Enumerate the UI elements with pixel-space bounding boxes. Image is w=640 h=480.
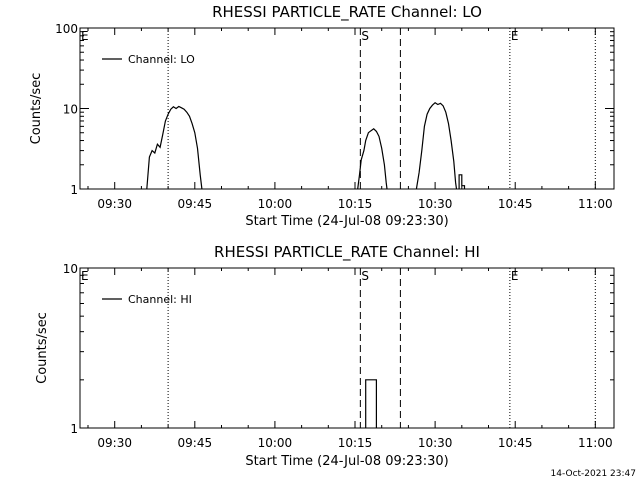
x-tick-label: 10:45 [498,197,533,211]
y-axis-label: Counts/sec [35,312,50,384]
marker-label: E [511,29,519,43]
x-axis-label: Start Time (24-Jul-08 09:23:30) [245,214,448,229]
x-tick-label: 09:45 [178,197,213,211]
x-tick-label: 10:45 [498,436,533,450]
x-tick-label: 11:00 [578,436,613,450]
x-tick-label: 10:15 [338,436,373,450]
y-tick-label: 1 [70,422,78,436]
marker-label: S [361,29,369,43]
chart-title: RHESSI PARTICLE_RATE Channel: LO [212,3,482,22]
x-tick-label: 10:30 [418,197,453,211]
marker-label: E [81,269,89,283]
marker-label: E [81,29,89,43]
series-line [415,101,458,190]
y-tick-label: 10 [63,103,78,117]
series-line [458,174,466,189]
panel-lo: RHESSI PARTICLE_RATE Channel: LO Start Ti… [29,3,615,229]
legend-label: Channel: HI [128,293,192,306]
series-line [365,379,377,428]
x-tick-label: 10:15 [338,197,373,211]
plot-frame [79,267,615,429]
x-tick-label: 09:45 [178,436,213,450]
series-line [357,128,388,190]
panel-hi: RHESSI PARTICLE_RATE Channel: HI Start Ti… [35,243,615,469]
footer-timestamp: 14-Oct-2021 23:47 [551,469,636,479]
legend-label: Channel: LO [128,53,195,66]
y-tick-label: 10 [63,262,78,276]
y-tick-label: 1 [70,183,78,197]
x-tick-label: 10:00 [258,436,293,450]
x-tick-label: 10:30 [418,436,453,450]
x-tick-label: 10:00 [258,197,293,211]
marker-label: E [511,269,519,283]
x-tick-label: 09:30 [97,197,132,211]
y-axis-label: Counts/sec [29,73,44,145]
series-line [146,105,203,190]
x-tick-label: 11:00 [578,197,613,211]
y-tick-label: 100 [55,22,78,36]
marker-label: S [361,269,369,283]
chart-title: RHESSI PARTICLE_RATE Channel: HI [214,243,480,262]
x-tick-label: 09:30 [97,436,132,450]
x-axis-label: Start Time (24-Jul-08 09:23:30) [245,454,448,469]
